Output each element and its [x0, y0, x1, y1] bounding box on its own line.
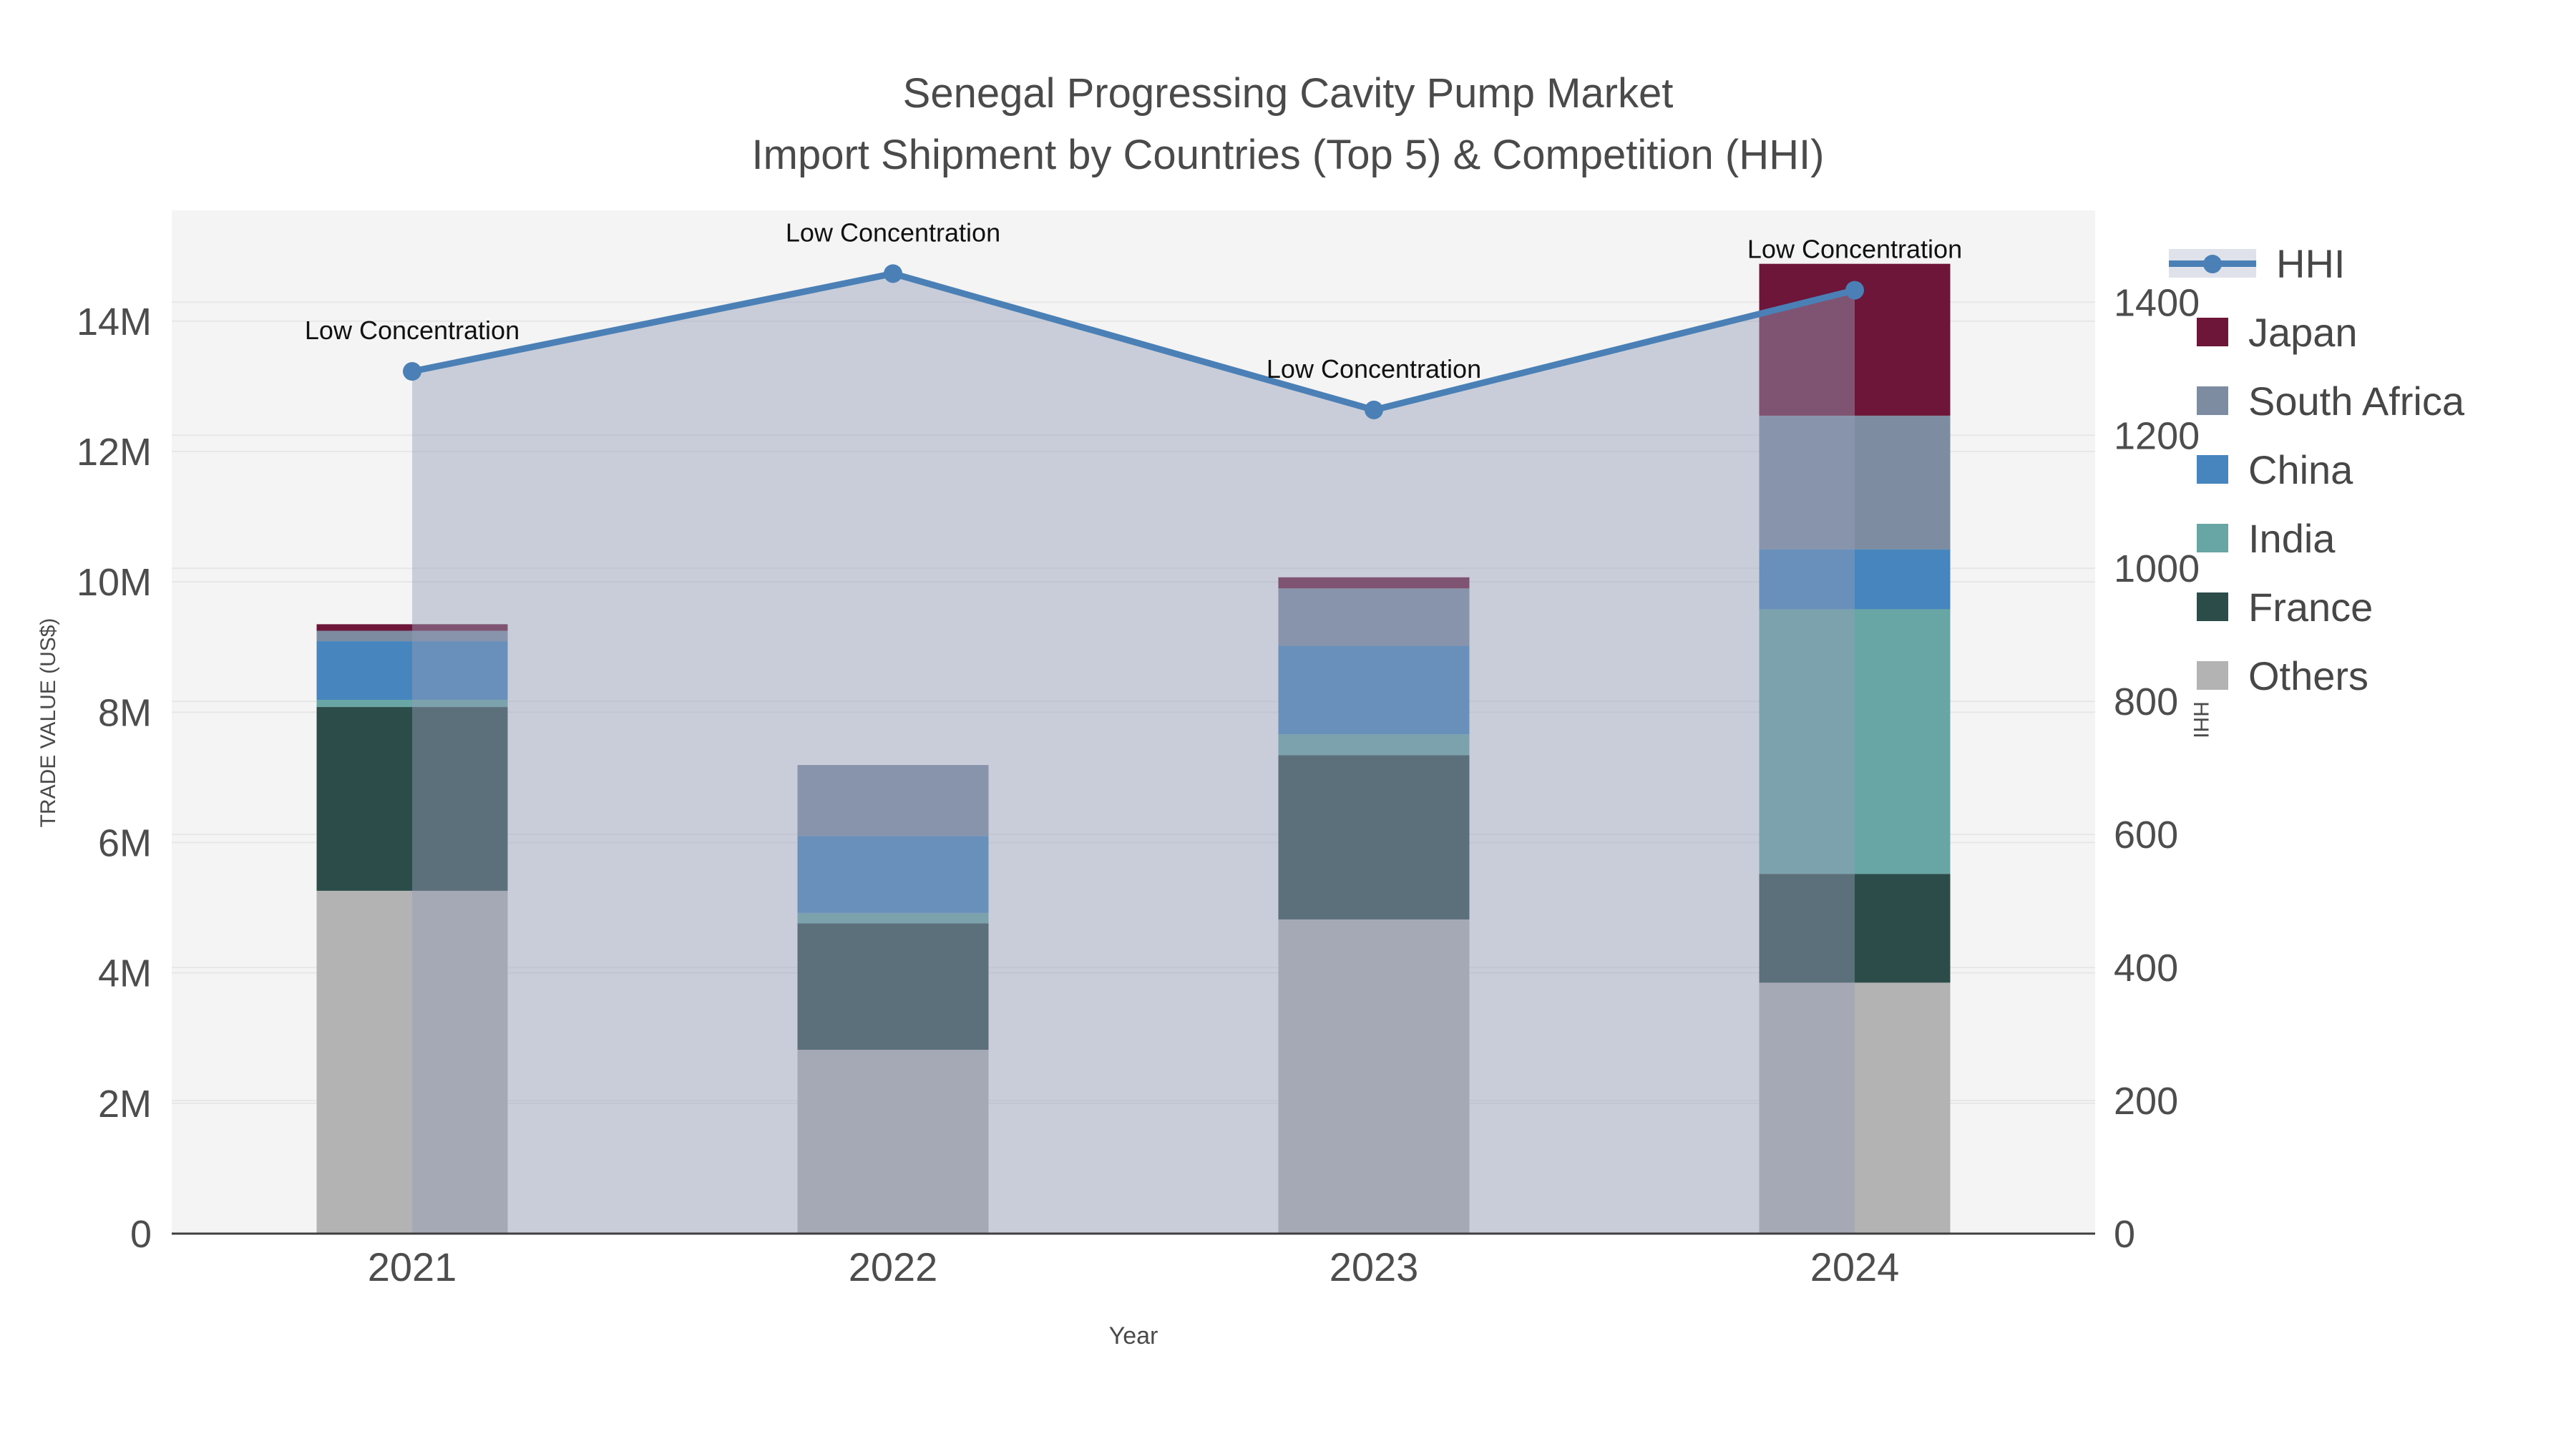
- annotation-2021: Low Concentration: [305, 316, 519, 345]
- bar-segment-south-africa-2021[interactable]: [316, 630, 508, 642]
- legend-item-south-africa[interactable]: South Africa: [2197, 366, 2464, 435]
- y2-tick-label: 1400: [2114, 281, 2200, 324]
- bar-segment-china-2022[interactable]: [797, 836, 989, 913]
- y2-tick-label: 1000: [2114, 547, 2200, 590]
- hhi-marker-2022[interactable]: [884, 264, 902, 283]
- y-tick-label: 14M: [77, 301, 152, 343]
- bar-segment-japan-2021[interactable]: [316, 624, 508, 631]
- bar-segment-india-2022[interactable]: [797, 912, 989, 924]
- legend-line-swatch: [2169, 249, 2256, 278]
- bar-segment-others-2022[interactable]: [797, 1050, 989, 1234]
- y-tick-label: 2M: [98, 1083, 152, 1126]
- y2-tick-label: 400: [2114, 947, 2178, 990]
- y-tick-label: 6M: [98, 822, 152, 865]
- y2-tick-label: 1200: [2114, 414, 2200, 457]
- legend-label: Others: [2248, 653, 2369, 698]
- legend-item-france[interactable]: France: [2197, 572, 2464, 641]
- y-tick-label: 12M: [77, 431, 152, 474]
- x-tick-label-2021: 2021: [368, 1244, 457, 1289]
- bar-segment-china-2024[interactable]: [1759, 549, 1951, 610]
- hhi-marker-2023[interactable]: [1365, 400, 1383, 419]
- hhi-marker-2021[interactable]: [403, 362, 421, 381]
- legend-item-others[interactable]: Others: [2197, 641, 2464, 710]
- bar-segment-south-africa-2022[interactable]: [797, 765, 989, 836]
- y-tick-label: 0: [130, 1213, 152, 1256]
- legend-label: South Africa: [2248, 378, 2464, 424]
- legend-swatch: [2197, 661, 2228, 690]
- bar-segment-france-2023[interactable]: [1278, 755, 1470, 919]
- annotation-2024: Low Concentration: [1747, 235, 1962, 264]
- bar-segment-france-2024[interactable]: [1759, 874, 1951, 983]
- legend: HHI Japan South Africa China India France Othe…: [2169, 229, 2464, 710]
- bar-segment-india-2023[interactable]: [1278, 734, 1470, 756]
- legend-item-hhi[interactable]: HHI: [2169, 229, 2464, 298]
- x-tick-label-2023: 2023: [1330, 1244, 1419, 1289]
- y2-tick-label: 600: [2114, 814, 2178, 857]
- chart-subtitle: Import Shipment by Countries (Top 5) & C…: [751, 132, 1825, 178]
- legend-swatch: [2197, 386, 2228, 415]
- legend-label: China: [2248, 447, 2353, 492]
- legend-item-japan[interactable]: Japan: [2197, 298, 2464, 366]
- legend-swatch: [2197, 318, 2228, 346]
- bar-segment-south-africa-2023[interactable]: [1278, 588, 1470, 646]
- hhi-line[interactable]: [411, 270, 1856, 414]
- legend-item-china[interactable]: China: [2197, 435, 2464, 504]
- legend-item-india[interactable]: India: [2197, 504, 2464, 572]
- bar-segment-france-2022[interactable]: [797, 923, 989, 1050]
- legend-label: HHI: [2276, 240, 2346, 286]
- hhi-marker-2024[interactable]: [1845, 280, 1864, 300]
- bar-segment-south-africa-2024[interactable]: [1759, 415, 1951, 550]
- y-tick-label: 4M: [98, 952, 152, 995]
- y-tick-label: 10M: [77, 561, 152, 604]
- bar-segment-india-2024[interactable]: [1759, 609, 1951, 874]
- y-axis-title: TRADE VALUE (US$): [36, 618, 60, 828]
- legend-swatch: [2197, 455, 2228, 484]
- y2-tick-label: 0: [2114, 1213, 2135, 1256]
- legend-swatch: [2197, 524, 2228, 552]
- y2-tick-label: 800: [2114, 680, 2178, 723]
- legend-label: France: [2248, 584, 2373, 630]
- legend-swatch: [2197, 592, 2228, 621]
- y2-tick-label: 200: [2114, 1080, 2178, 1123]
- bar-segment-france-2021[interactable]: [316, 707, 508, 891]
- bar-segment-others-2023[interactable]: [1278, 919, 1470, 1234]
- annotation-2023: Low Concentration: [1267, 354, 1481, 384]
- bar-segment-china-2021[interactable]: [316, 641, 508, 701]
- chart-title: Senegal Progressing Cavity Pump Market: [902, 70, 1674, 117]
- bar-segment-india-2021[interactable]: [316, 700, 508, 708]
- x-tick-label-2024: 2024: [1810, 1244, 1900, 1289]
- x-tick-label-2022: 2022: [849, 1244, 938, 1289]
- bar-segment-china-2023[interactable]: [1278, 645, 1470, 735]
- annotation-2022: Low Concentration: [786, 218, 1000, 247]
- legend-label: India: [2248, 515, 2336, 561]
- legend-label: Japan: [2248, 309, 2358, 355]
- x-axis-title: Year: [1108, 1322, 1158, 1350]
- bar-segment-others-2021[interactable]: [316, 890, 508, 1234]
- y-tick-label: 8M: [98, 691, 152, 734]
- hhi-area: [412, 273, 1855, 1234]
- bar-segment-others-2024[interactable]: [1759, 982, 1951, 1234]
- bar-segment-japan-2023[interactable]: [1278, 577, 1470, 589]
